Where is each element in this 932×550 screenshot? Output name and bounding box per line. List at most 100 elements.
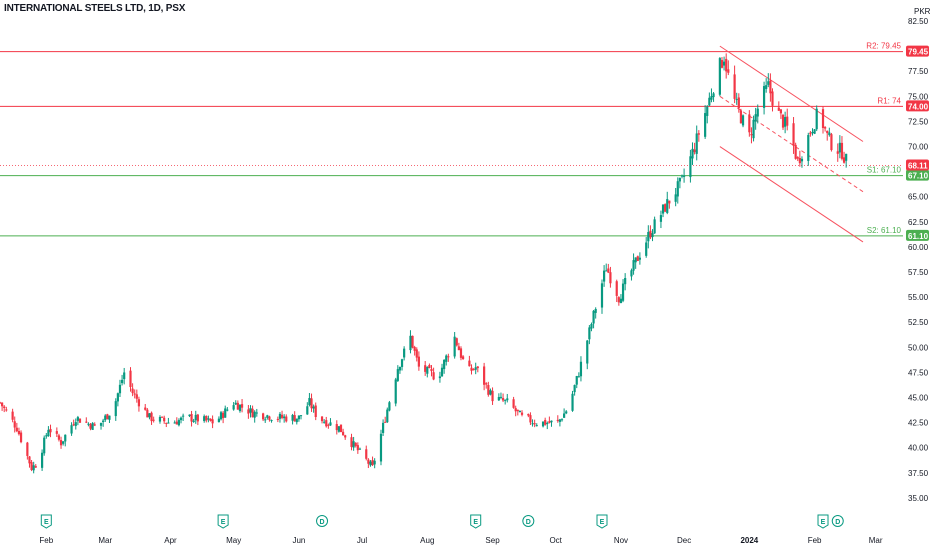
candle-body (779, 109, 783, 114)
x-tick-label: Jul (357, 536, 367, 545)
marker-shape (40, 514, 52, 529)
candle-body (636, 256, 639, 261)
earnings-marker[interactable]: E (470, 514, 482, 529)
channel-line-middle[interactable] (719, 95, 864, 193)
candle-body (693, 149, 696, 153)
candle-body (445, 355, 448, 362)
candle-body (544, 419, 547, 425)
marker-shape (831, 515, 844, 527)
marker-shape (470, 514, 482, 529)
candle-body (781, 114, 785, 128)
candle-body (830, 134, 833, 151)
candle-body (516, 409, 519, 412)
channel-line-upper[interactable] (719, 45, 864, 142)
candle-body (588, 327, 591, 340)
candle-body (722, 61, 726, 66)
candle-body (632, 260, 635, 271)
candle-body (280, 414, 284, 418)
candle-body (725, 58, 728, 72)
candle-body (131, 388, 134, 394)
marker-text: D (835, 519, 840, 526)
candle-body (674, 194, 677, 202)
candle-body (558, 419, 562, 422)
candle-body (339, 424, 343, 433)
earnings-marker[interactable]: E (596, 514, 608, 529)
candle-body (748, 114, 751, 133)
candle-body (512, 399, 515, 408)
x-tick-label: May (226, 536, 241, 545)
candle-body (630, 270, 633, 277)
candle-body (447, 356, 450, 358)
earnings-marker[interactable]: E (40, 514, 52, 529)
candle-body (104, 415, 107, 421)
y-tick-label: 42.50 (908, 419, 929, 428)
candle-body (78, 418, 82, 423)
level-tag-s1 (906, 169, 929, 181)
candle-body (74, 422, 77, 426)
candle-body (794, 144, 797, 159)
candle-body (329, 422, 332, 426)
candle-body (179, 417, 183, 421)
y-tick-label: 75.00 (908, 92, 929, 101)
dividend-marker[interactable]: D (522, 515, 535, 527)
candle-body (836, 151, 839, 154)
candle-body (563, 413, 566, 418)
candle-body (472, 369, 475, 371)
level-tag-text: 74.00 (908, 102, 929, 111)
candle-body (501, 398, 505, 401)
earnings-marker[interactable]: E (817, 514, 829, 529)
candle-body (158, 417, 162, 422)
candle-body (840, 142, 844, 159)
level-tag-text: 61.10 (908, 232, 929, 241)
candle-body (527, 413, 530, 416)
candle-body (560, 419, 564, 421)
channel-line-lower[interactable] (719, 146, 864, 243)
dividend-marker[interactable]: D (831, 515, 844, 527)
candle-body (668, 200, 671, 204)
candle-body (396, 369, 399, 381)
candles[interactable] (0, 53, 848, 474)
candle-body (148, 413, 151, 418)
candle-body (388, 402, 391, 411)
candle-body (815, 108, 818, 130)
candle-body (821, 109, 825, 128)
level-tag-text: 67.10 (908, 172, 929, 181)
candle-body (249, 408, 252, 413)
candle-body (727, 69, 730, 73)
candle-body (619, 298, 623, 304)
dividend-marker[interactable]: D (316, 515, 329, 527)
candle-body (384, 421, 387, 423)
candle-body (828, 132, 831, 136)
candle-body (238, 404, 242, 412)
candle-body (403, 348, 406, 358)
candle-body (116, 393, 119, 402)
candle-body (89, 424, 92, 429)
candle-body (285, 416, 288, 422)
x-tick-label: Feb (39, 536, 53, 545)
candle-body (424, 365, 427, 372)
candle-body (845, 153, 848, 161)
candle-body (741, 115, 745, 126)
candle-body (102, 420, 105, 423)
marker-shape (596, 514, 608, 529)
candle-body (798, 157, 801, 164)
candle-body (720, 60, 724, 68)
candle-body (651, 233, 654, 238)
earnings-marker[interactable]: E (217, 514, 229, 529)
candle-body (617, 297, 620, 303)
candle-body (266, 415, 269, 418)
candle-body (826, 130, 829, 134)
candle-body (533, 423, 536, 425)
candle-body (710, 96, 713, 100)
candle-body (135, 394, 138, 399)
candle-body (123, 372, 126, 380)
candle-body (504, 399, 507, 401)
candle-body (838, 142, 841, 153)
candle-body (762, 86, 766, 108)
x-tick-label: Oct (549, 536, 562, 545)
y-tick-label: 60.00 (908, 243, 929, 252)
candle-body (5, 409, 8, 411)
candle-body (297, 415, 300, 420)
